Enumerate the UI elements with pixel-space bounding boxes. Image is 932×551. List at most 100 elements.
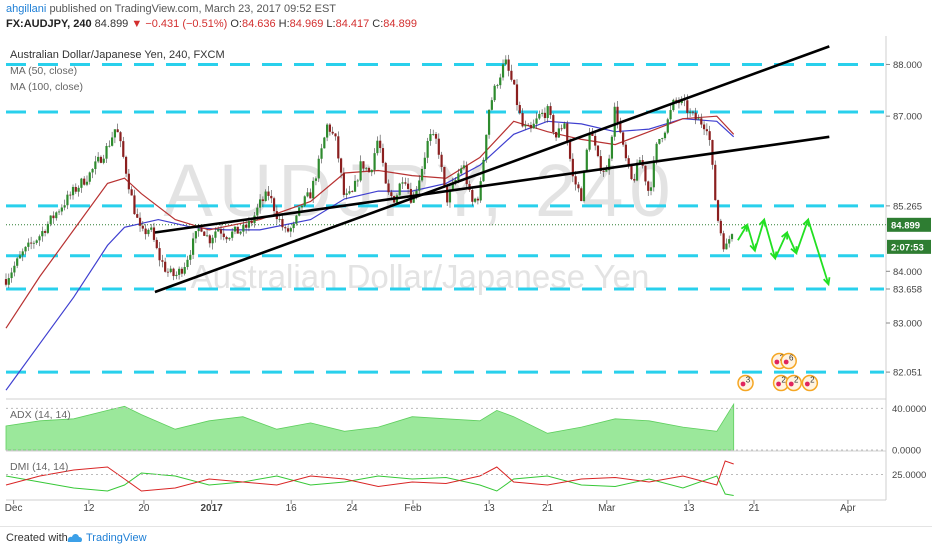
candle-body (267, 191, 270, 196)
watermark-name: Australian Dollar/Japanese Yen (191, 258, 650, 295)
candle-body (619, 122, 622, 133)
event-badge-circle (801, 374, 819, 392)
candle-body (429, 134, 432, 141)
candle-body (35, 240, 38, 243)
candle-body (217, 229, 220, 232)
candle-body (362, 161, 365, 169)
candle-body (295, 215, 298, 224)
candle-body (440, 154, 443, 167)
candle-body (353, 180, 357, 192)
candle-body (658, 138, 661, 144)
candle-body (10, 272, 13, 279)
candle-body (356, 180, 359, 182)
candle-body (552, 115, 555, 133)
candle-body (21, 251, 24, 256)
ma100-path (5, 118, 735, 391)
candle-body (518, 105, 521, 114)
candle-body (278, 219, 281, 220)
candle-body (111, 137, 114, 146)
candle-body (351, 191, 354, 193)
watermark: AUDJPY, 240 Australian Dollar/Japanese Y… (164, 149, 671, 295)
event-flag-icon (740, 381, 746, 387)
price-tick-label: 83.658 (893, 284, 922, 295)
candle-body (136, 214, 139, 218)
candle-body (633, 179, 636, 181)
candle-body (418, 180, 421, 191)
candle-body (571, 158, 574, 177)
event-badges[interactable]: 322226 (737, 352, 819, 392)
candle-body (451, 182, 454, 190)
candle-body (197, 228, 200, 232)
candle-body (4, 279, 8, 285)
candle-body (624, 144, 627, 159)
candle-body (616, 106, 619, 123)
created-with-text: Created with (6, 532, 68, 544)
candle-body (80, 178, 83, 188)
candle-body (622, 132, 625, 145)
event-flag-icon (788, 381, 794, 387)
candle-body (303, 196, 306, 206)
event-badge[interactable]: 2 (785, 374, 803, 392)
time-tick-label: 13 (683, 503, 695, 514)
candle-body (649, 187, 653, 191)
candle-body (63, 205, 66, 208)
event-badge[interactable]: 2 (801, 374, 819, 392)
candle-body (568, 141, 572, 159)
candle-body (694, 112, 697, 120)
event-badge-count: 2 (794, 376, 799, 385)
candle-body (284, 227, 287, 229)
publish-info: ahgillani published on TradingView.com, … (6, 3, 336, 15)
candle-body (342, 172, 345, 195)
candle-body (74, 186, 77, 192)
event-badge[interactable]: 3 (737, 374, 754, 392)
tradingview-brand-link[interactable]: TradingView (86, 532, 147, 544)
candle-body (476, 198, 479, 201)
event-badge-circle (785, 374, 803, 392)
chart-legend: Australian Dollar/Japanese Yen, 240, FXC… (10, 49, 225, 473)
candle-body (608, 158, 611, 171)
candle-body (138, 217, 142, 226)
low-value: 84.417 (335, 18, 370, 30)
candle-body (306, 192, 309, 197)
candle-body (264, 191, 267, 202)
candle-body (208, 235, 211, 244)
candle-body (102, 158, 105, 163)
chart-area[interactable]: AUDJPY, 240 Australian Dollar/Japanese Y… (0, 36, 932, 526)
high-value: 84.969 (289, 18, 324, 30)
chart-canvas[interactable]: AUDJPY, 240 Australian Dollar/Japanese Y… (0, 36, 932, 526)
candle-body (448, 189, 452, 203)
candle-body (191, 238, 195, 255)
chart-title: Australian Dollar/Japanese Yen, 240, FXC… (10, 49, 225, 61)
candle-body (55, 212, 58, 219)
candle-body (323, 137, 326, 149)
candle-body (359, 161, 362, 181)
candle-body (574, 176, 577, 185)
candle-body (309, 192, 312, 199)
time-tick-label: 24 (347, 503, 359, 514)
tradingview-logo-icon[interactable] (66, 531, 84, 545)
candle-body (312, 180, 315, 199)
candle-body (602, 170, 605, 172)
candle-body (16, 258, 19, 266)
ma100-line (5, 118, 735, 391)
symbol-label[interactable]: FX:AUDJPY, 240 (6, 18, 92, 30)
candle-body (719, 220, 722, 234)
time-tick-label: 20 (138, 503, 150, 514)
candle-body (697, 118, 700, 120)
candle-body (487, 109, 491, 135)
candle-body (144, 228, 147, 235)
high-label: H: (278, 18, 290, 30)
author-link[interactable]: ahgillani (6, 3, 47, 15)
candle-body (203, 231, 206, 236)
candle-body (339, 158, 343, 173)
price-badge (887, 239, 931, 254)
candle-body (270, 195, 273, 199)
candle-body (543, 112, 547, 119)
candle-body (326, 124, 329, 138)
legend-adx: ADX (14, 14) (10, 409, 71, 421)
candle-body (420, 168, 424, 181)
candle-body (155, 239, 158, 249)
event-badge[interactable]: 6 (780, 352, 797, 370)
candle-body (549, 106, 552, 116)
candle-body (700, 118, 703, 125)
